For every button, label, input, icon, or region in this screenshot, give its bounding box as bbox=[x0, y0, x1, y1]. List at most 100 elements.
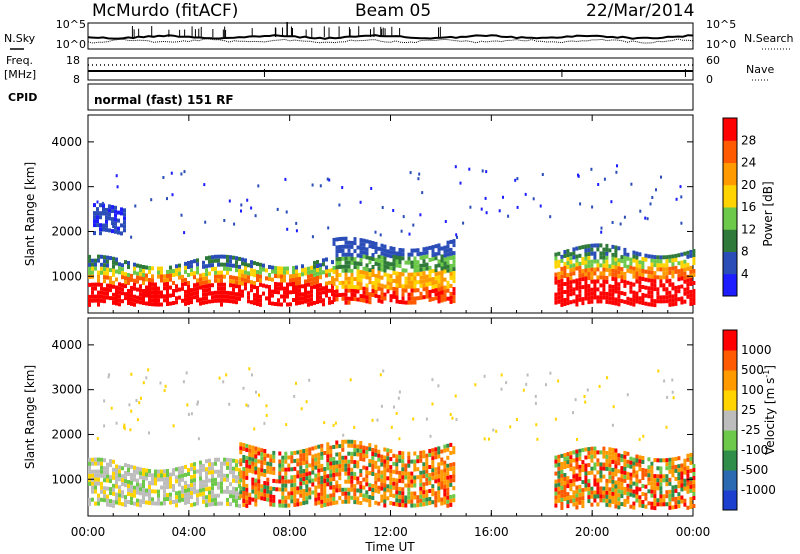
echo-cell bbox=[610, 200, 613, 204]
echo-cell bbox=[163, 489, 166, 494]
echo-cell bbox=[185, 371, 188, 375]
echo-cell bbox=[452, 446, 456, 451]
echo-cell bbox=[108, 228, 111, 233]
echo-cell bbox=[611, 455, 615, 460]
echo-cell bbox=[229, 299, 232, 304]
echo-cell bbox=[157, 290, 160, 295]
echo-cell bbox=[383, 459, 387, 464]
echo-cell bbox=[190, 503, 193, 508]
freq-unit-label: [MHz] bbox=[4, 68, 36, 81]
echo-cell bbox=[111, 229, 114, 234]
echo-cell bbox=[91, 469, 94, 474]
echo-cell bbox=[322, 302, 325, 307]
echo-cell bbox=[566, 261, 570, 266]
echo-cell bbox=[566, 289, 570, 294]
echo-cell bbox=[386, 484, 390, 489]
echo-cell bbox=[674, 285, 678, 290]
echo-cell bbox=[329, 453, 333, 458]
echo-cell bbox=[190, 491, 193, 496]
echo-cell bbox=[166, 469, 169, 473]
echo-cell bbox=[347, 268, 351, 273]
echo-cell bbox=[389, 254, 393, 259]
echo-cell bbox=[629, 464, 633, 469]
echo-cell bbox=[593, 271, 597, 276]
echo-cell bbox=[449, 271, 453, 276]
echo-cell bbox=[235, 495, 238, 500]
echo-cell bbox=[88, 274, 91, 279]
echo-cell bbox=[196, 489, 199, 494]
echo-cell bbox=[599, 490, 603, 495]
echo-cell bbox=[368, 268, 372, 273]
echo-cell bbox=[353, 496, 357, 501]
echo-cell bbox=[178, 470, 181, 475]
echo-cell bbox=[154, 473, 157, 478]
echo-cell bbox=[263, 461, 267, 465]
echo-cell bbox=[281, 455, 285, 460]
echo-cell bbox=[326, 478, 330, 483]
echo-cell bbox=[148, 294, 151, 298]
echo-cell bbox=[368, 447, 372, 452]
echo-cell bbox=[316, 264, 319, 268]
echo-cell bbox=[434, 296, 438, 301]
echo-cell bbox=[380, 275, 384, 280]
echo-cell bbox=[254, 494, 258, 499]
noise-panel-frame bbox=[87, 22, 694, 50]
cpid-panel-frame bbox=[87, 83, 694, 111]
echo-cell bbox=[413, 463, 417, 468]
velocity-colorbar-label-close: ] bbox=[763, 365, 777, 370]
echo-cell bbox=[374, 472, 378, 477]
echo-cell bbox=[112, 491, 115, 496]
echo-cell bbox=[157, 302, 160, 307]
echo-cell bbox=[443, 253, 447, 258]
echo-cell bbox=[329, 469, 333, 474]
echo-cell bbox=[395, 494, 399, 499]
echo-cell bbox=[226, 497, 229, 502]
echo-cell bbox=[428, 245, 432, 250]
echo-cell bbox=[260, 488, 264, 493]
echo-cell bbox=[240, 209, 242, 213]
echo-cell bbox=[323, 421, 326, 425]
echo-cell bbox=[584, 256, 588, 261]
echo-cell bbox=[365, 470, 369, 475]
echo-cell bbox=[284, 459, 288, 464]
echo-cell bbox=[163, 501, 166, 506]
echo-cell bbox=[244, 282, 247, 287]
echo-cell bbox=[566, 273, 570, 278]
echo-cell bbox=[401, 499, 405, 504]
echo-cell bbox=[383, 479, 387, 484]
echo-cell bbox=[563, 262, 567, 266]
echo-cell bbox=[97, 278, 100, 283]
echo-cell bbox=[211, 295, 214, 300]
echo-cell bbox=[290, 491, 294, 496]
echo-cell bbox=[365, 299, 369, 304]
echo-cell bbox=[251, 373, 253, 377]
echo-cell bbox=[692, 472, 696, 476]
echo-cell bbox=[560, 465, 564, 470]
echo-cell bbox=[100, 489, 103, 494]
echo-cell bbox=[223, 286, 226, 291]
echo-cell bbox=[105, 215, 108, 220]
echo-cell bbox=[611, 268, 615, 273]
echo-cell bbox=[332, 265, 336, 270]
echo-cell bbox=[419, 267, 423, 272]
echo-cell bbox=[118, 477, 121, 482]
echo-cell bbox=[251, 497, 255, 502]
colorbar-segment bbox=[723, 162, 737, 186]
echo-cell bbox=[323, 491, 327, 495]
echo-cell bbox=[620, 259, 624, 264]
echo-cell bbox=[644, 484, 648, 489]
echo-cell bbox=[443, 500, 447, 505]
echo-cell bbox=[653, 299, 657, 304]
echo-cell bbox=[653, 263, 657, 268]
echo-cell bbox=[196, 501, 199, 506]
echo-cell bbox=[662, 283, 666, 288]
echo-cell bbox=[353, 265, 357, 270]
echo-cell bbox=[662, 458, 666, 463]
echo-cell bbox=[638, 437, 641, 441]
echo-cell bbox=[437, 259, 441, 264]
echo-cell bbox=[338, 273, 342, 277]
echo-cell bbox=[419, 474, 423, 479]
echo-cell bbox=[578, 281, 582, 286]
echo-cell bbox=[235, 463, 238, 468]
